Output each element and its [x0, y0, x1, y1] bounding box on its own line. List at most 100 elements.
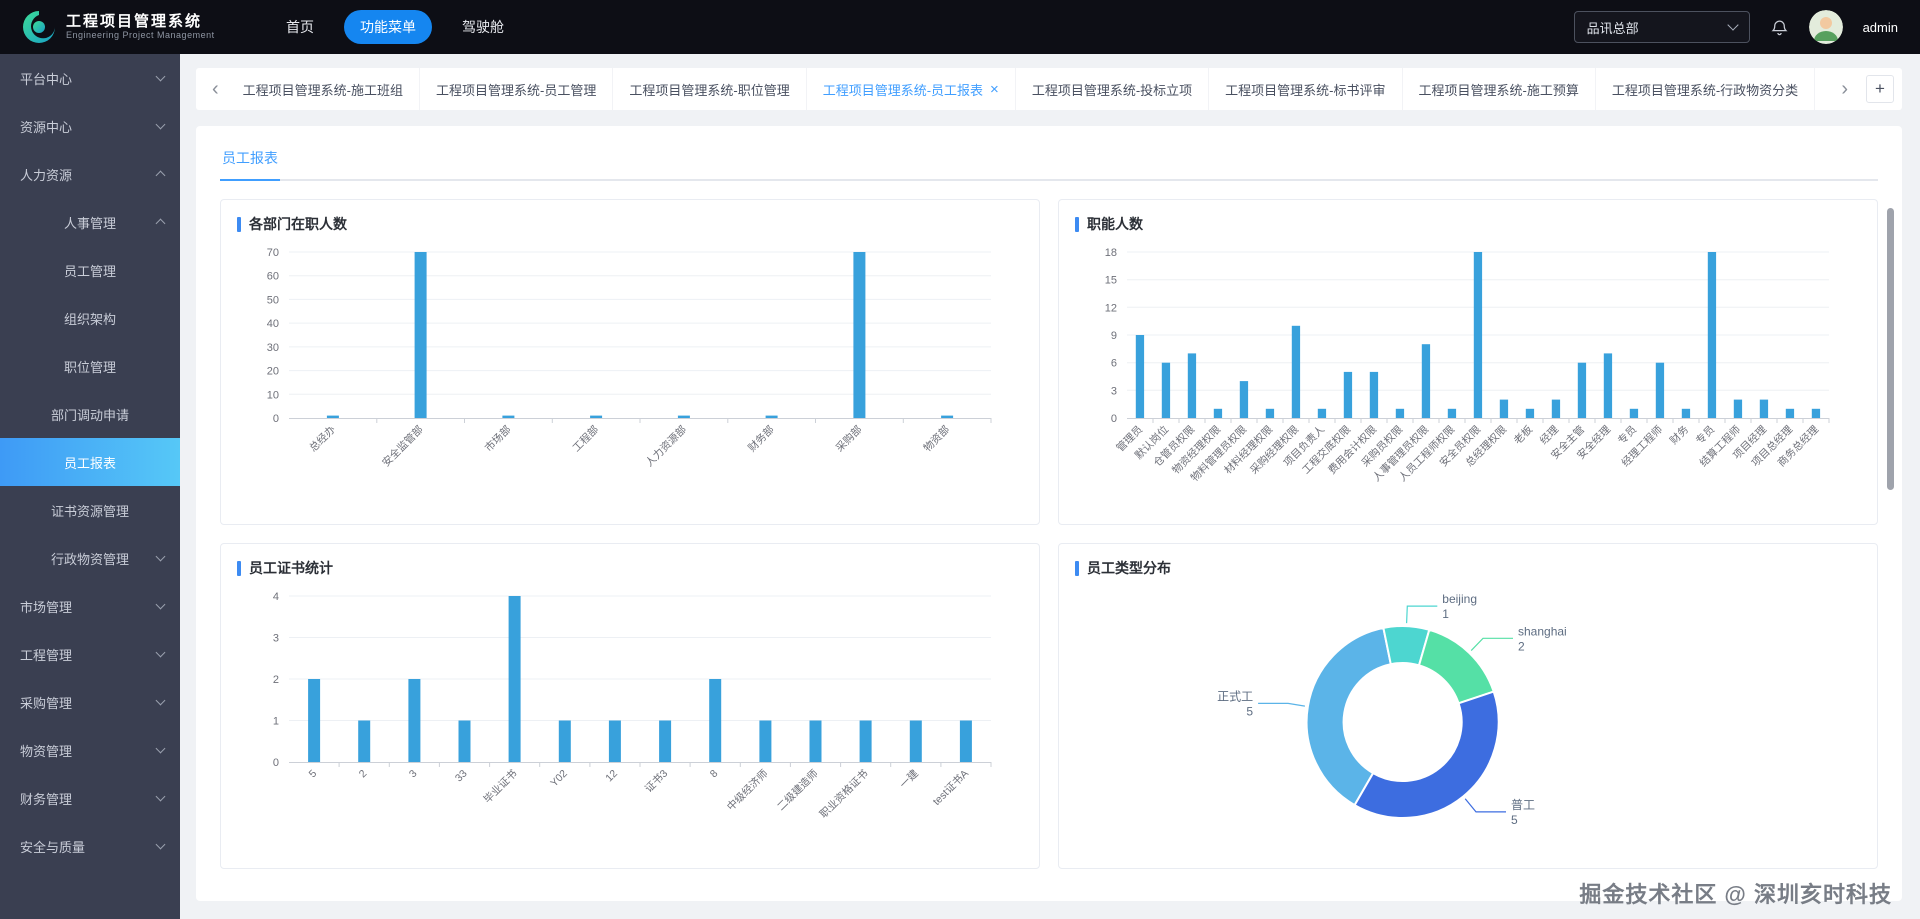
- svg-text:3: 3: [273, 633, 279, 645]
- svg-text:beijing: beijing: [1442, 592, 1477, 606]
- sidebar-item[interactable]: 物资管理: [0, 726, 180, 774]
- svg-text:12: 12: [603, 768, 620, 785]
- sidebar-item-label: 市场管理: [20, 599, 73, 615]
- tab-add-button[interactable]: +: [1866, 75, 1894, 103]
- svg-text:中级经济师: 中级经济师: [724, 767, 770, 813]
- title-accent-bar: [1075, 216, 1079, 232]
- tab[interactable]: 工程项目管理系统-投标立项: [1016, 68, 1210, 110]
- svg-text:采购部: 采购部: [833, 423, 864, 454]
- notification-bell-icon[interactable]: [1770, 18, 1789, 37]
- sidebar-item-label: 工程管理: [20, 647, 73, 663]
- charts-grid: 各部门在职人数 0 10 20 30 40 50 60 70 总经办 安全监管部 市场部 工程部 人力资…: [220, 199, 1878, 869]
- sidebar: 平台中心资源中心 人力资源 人事管理 员工管理组织架构职位管理部门调动申请 员工报表证书…: [0, 54, 180, 919]
- chevron-down-icon: [155, 599, 166, 610]
- svg-text:1: 1: [273, 716, 279, 728]
- svg-text:60: 60: [267, 271, 279, 283]
- chevron-up-icon: [155, 170, 166, 181]
- svg-text:40: 40: [267, 318, 279, 330]
- svg-text:专员: 专员: [1693, 423, 1717, 447]
- sidebar-item[interactable]: 安全与质量: [0, 822, 180, 870]
- tab-active[interactable]: 工程项目管理系统-员工报表 ×: [807, 68, 1016, 110]
- chevron-down-icon: [155, 71, 166, 82]
- chart-card-certificates: 员工证书统计 0 1 2 3 4 5 2 3 33 毕业证书 Y02 12 证书3 8 中级经济师 二级建造师…: [220, 543, 1040, 869]
- sidebar-item-label: 部门调动申请: [50, 407, 129, 423]
- svg-text:5: 5: [1246, 704, 1253, 718]
- svg-text:人力资源部: 人力资源部: [643, 423, 689, 469]
- chevron-down-icon: [155, 839, 166, 850]
- tab[interactable]: 工程项目管理系统-员工管理: [420, 68, 614, 110]
- sidebar-item[interactable]: 工程管理: [0, 630, 180, 678]
- bar-chart-certificates: 0 1 2 3 4 5 2 3 33 毕业证书 Y02 12 证书3 8 中级经济师 二级建造师 职业资格证书一…: [237, 582, 1023, 858]
- sidebar-item-active[interactable]: 员工报表: [0, 438, 180, 486]
- tab-label: 工程项目管理系统-行政物资分类: [1611, 82, 1799, 98]
- content-area: ‹ 工程项目管理系统-施工班组 工程项目管理系统-员工管理 工程项目管理系统-职位管…: [180, 54, 1920, 919]
- org-selector[interactable]: 品讯总部: [1573, 11, 1750, 43]
- card-title: 员工证书统计: [237, 558, 1023, 578]
- tab[interactable]: 工程项目管理系统-施工预算: [1403, 68, 1596, 110]
- svg-text:物资部: 物资部: [921, 423, 952, 454]
- sidebar-item[interactable]: 资源中心: [0, 102, 180, 150]
- svg-text:普工: 普工: [1511, 798, 1535, 812]
- sidebar-item[interactable]: 人事管理: [0, 198, 180, 246]
- svg-text:一建: 一建: [897, 767, 921, 791]
- sidebar-item-label: 平台中心: [20, 71, 73, 87]
- app-subtitle: Engineering Project Management: [66, 30, 215, 41]
- svg-text:总经办: 总经办: [307, 423, 339, 455]
- sidebar-item[interactable]: 采购管理: [0, 678, 180, 726]
- nav-item-link[interactable]: 首页: [286, 19, 314, 35]
- card-title: 各部门在职人数: [237, 214, 1023, 234]
- svg-text:1: 1: [1442, 607, 1449, 621]
- tab[interactable]: 工程项目管理系统-标书评审: [1209, 68, 1403, 110]
- sidebar-item-label: 员工报表: [63, 455, 116, 471]
- svg-text:5: 5: [307, 768, 320, 781]
- vertical-scrollbar[interactable]: [1887, 208, 1894, 490]
- tab-scroll-right-icon[interactable]: ›: [1841, 78, 1848, 100]
- chevron-down-icon: [155, 695, 166, 706]
- topbar-nav: 首页 功能菜单 驾驶舱: [270, 10, 520, 44]
- sidebar-item[interactable]: 行政物资管理: [0, 534, 180, 582]
- chart-card-departments: 各部门在职人数 0 10 20 30 40 50 60 70 总经办 安全监管部 市场部 工程部 人力资…: [220, 199, 1040, 525]
- nav-item-active[interactable]: 功能菜单: [344, 10, 432, 44]
- tab-employee-report[interactable]: 员工报表: [220, 138, 280, 181]
- title-accent-bar: [237, 560, 241, 576]
- svg-text:二级建造师: 二级建造师: [774, 767, 820, 813]
- chevron-down-icon: [155, 647, 166, 658]
- sidebar-item[interactable]: 职位管理: [0, 342, 180, 390]
- app-title: 工程项目管理系统: [66, 13, 203, 31]
- nav-item-link[interactable]: 驾驶舱: [462, 19, 504, 35]
- org-selector-value: 品讯总部: [1586, 20, 1639, 36]
- chevron-down-icon: [1726, 19, 1739, 31]
- svg-text:市场部: 市场部: [482, 423, 513, 454]
- sidebar-item[interactable]: 部门调动申请: [0, 390, 180, 438]
- app-logo: 工程项目管理系统 Engineering Project Management: [22, 10, 270, 44]
- svg-text:2: 2: [357, 768, 370, 781]
- tab[interactable]: 工程项目管理系统-行政物资分类: [1596, 68, 1816, 110]
- topbar-right: 品讯总部 admin: [1573, 10, 1898, 44]
- sidebar-item-label: 职位管理: [63, 359, 116, 375]
- sidebar-item[interactable]: 市场管理: [0, 582, 180, 630]
- tab-scroll-left-icon[interactable]: ‹: [212, 78, 219, 100]
- sidebar-item[interactable]: 员工管理: [0, 246, 180, 294]
- sidebar-item[interactable]: 组织架构: [0, 294, 180, 342]
- sidebar-item[interactable]: 人力资源: [0, 150, 180, 198]
- sidebar-item-label: 组织架构: [63, 311, 116, 327]
- svg-text:8: 8: [708, 768, 721, 781]
- svg-text:9: 9: [1111, 330, 1117, 342]
- tab-close-icon[interactable]: ×: [990, 80, 999, 98]
- sidebar-item[interactable]: 证书资源管理: [0, 486, 180, 534]
- report-panel: 员工报表 各部门在职人数 0 10 20 30 40 50 60 70 总经办 安全监管部 市场部工…: [196, 126, 1902, 901]
- chart-card-employee-types: 员工类型分布 正式工 5 beijing 1 shanghai 2 普工 5: [1058, 543, 1878, 869]
- sidebar-item[interactable]: 财务管理: [0, 774, 180, 822]
- sidebar-item-label: 财务管理: [20, 791, 73, 807]
- tab[interactable]: 工程项目管理系统-职位管理: [613, 68, 807, 110]
- tab[interactable]: 工程项目管理系统-施工班组: [227, 68, 421, 110]
- svg-text:0: 0: [273, 757, 279, 769]
- svg-text:shanghai: shanghai: [1518, 624, 1567, 638]
- main-layout: 平台中心 资源中心 人力资源 人事管理 员工管理 组织架构 职位管理 部门调动申请 员工报表 证书…: [0, 54, 1920, 919]
- panel-tabs: 员工报表: [220, 138, 1878, 181]
- user-avatar[interactable]: [1808, 10, 1843, 44]
- svg-text:工程部: 工程部: [570, 423, 601, 454]
- svg-text:4: 4: [273, 591, 279, 603]
- sidebar-item[interactable]: 平台中心: [0, 54, 180, 102]
- svg-text:12: 12: [1105, 302, 1117, 314]
